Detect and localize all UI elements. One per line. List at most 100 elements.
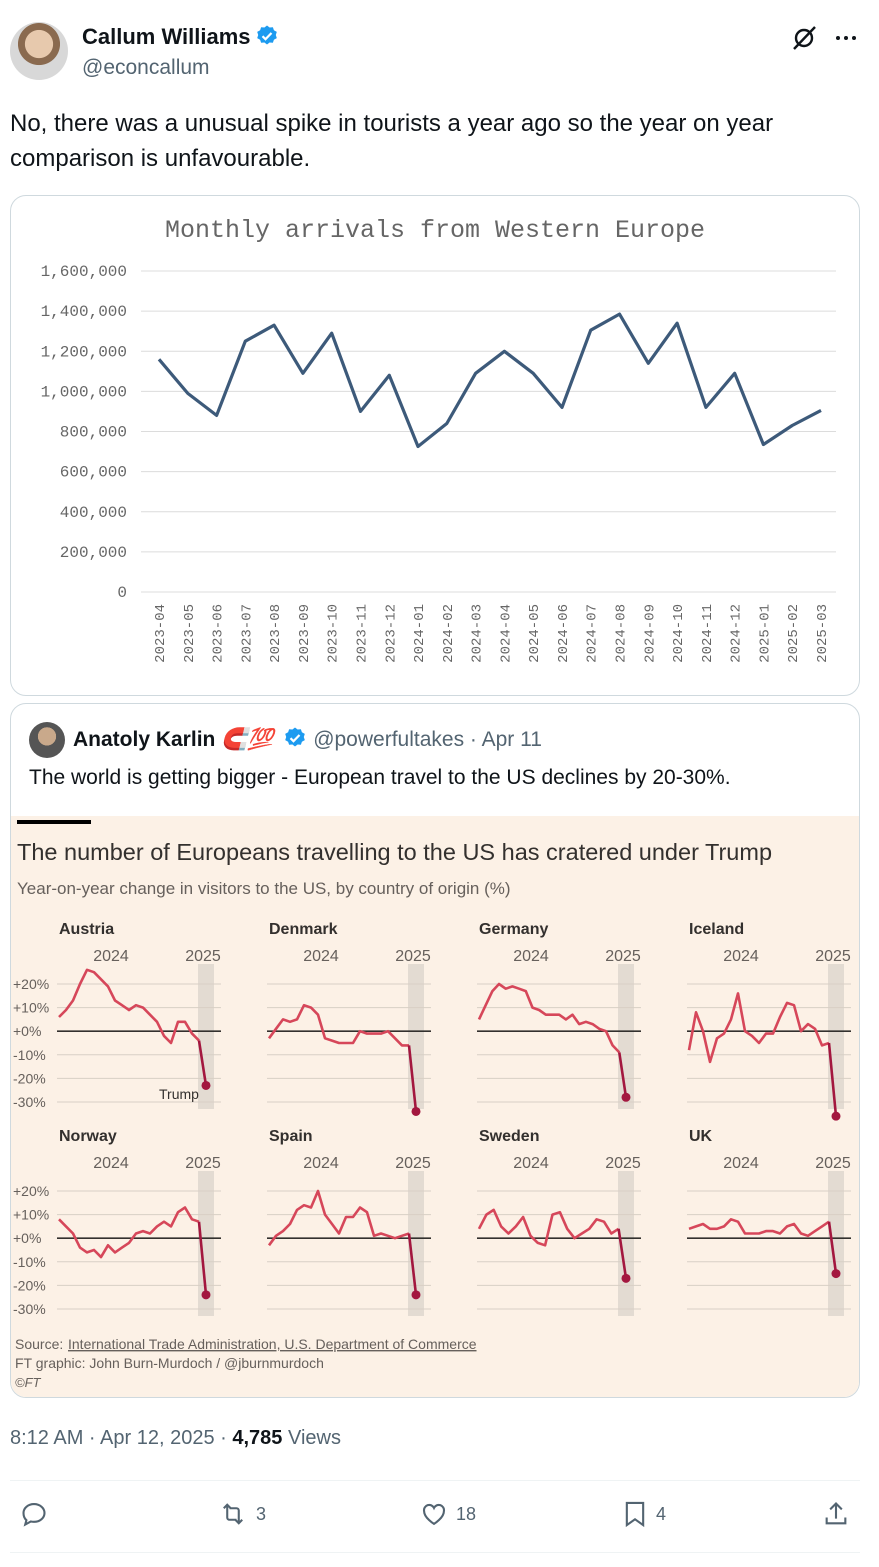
retweet-count: 3	[256, 1503, 267, 1524]
post-timestamp[interactable]: 8:12 AM · Apr 12, 2025 ·	[10, 1427, 233, 1449]
latest-point	[831, 1111, 841, 1121]
y-tick-label: +0%	[13, 1023, 41, 1039]
panel-title: Norway	[59, 1128, 117, 1145]
y-tick-label: 1,200,000	[41, 343, 127, 361]
quoted-post-card[interactable]: Anatoly Karlin 🧲💯 @powerfultakes · Apr 1…	[10, 703, 860, 1398]
views-label: Views	[282, 1427, 341, 1449]
share-button[interactable]	[822, 1500, 850, 1528]
y-tick-label: 800,000	[60, 424, 127, 442]
y-tick-label: 200,000	[60, 544, 127, 562]
y-tick-label: 1,400,000	[41, 303, 127, 321]
latest-point	[831, 1269, 841, 1279]
x-tick-label: 2023-08	[268, 604, 284, 663]
quoted-author-row: Anatoly Karlin 🧲💯 @powerfultakes · Apr 1…	[73, 726, 542, 752]
x-tick-label: 2025-03	[815, 604, 831, 663]
trump-period-shade	[408, 1171, 424, 1316]
y-tick-label: -10%	[13, 1254, 46, 1270]
x-tick-label: 2025-01	[757, 604, 773, 663]
x-tick-label: 2023-04	[153, 604, 169, 663]
avatar[interactable]	[10, 22, 68, 80]
reply-icon	[22, 1503, 46, 1527]
x-tick-label: 2023-10	[326, 604, 342, 663]
quoted-date: · Apr 11	[469, 728, 542, 751]
arrivals-series-line	[157, 312, 822, 449]
x-tick-label: 2023-05	[182, 604, 198, 663]
series-line	[58, 1206, 200, 1259]
y-tick-label: -30%	[13, 1301, 46, 1317]
panel-title: Denmark	[269, 921, 338, 938]
y-tick-label: -20%	[13, 1277, 46, 1293]
quoted-text: The world is getting bigger - European t…	[29, 766, 731, 789]
x-tick-label: 2024-11	[700, 604, 716, 663]
x-tick-label: 2024-12	[729, 604, 745, 663]
ft-subtitle: Year-on-year change in visitors to the U…	[17, 879, 511, 898]
bookmark-icon	[625, 1501, 645, 1528]
author-handle[interactable]: @econcallum	[82, 56, 210, 79]
trump-drop-line	[827, 1221, 838, 1274]
y-tick-label: +10%	[13, 1207, 49, 1223]
small-multiple-sweden: Sweden 2024 2025	[477, 1128, 641, 1316]
small-multiple-denmark: Denmark 2024 2025	[267, 921, 431, 1116]
y-tick-label: -20%	[13, 1070, 46, 1086]
panel-title: UK	[689, 1128, 713, 1145]
trump-drop-line	[618, 1052, 628, 1098]
year-label: 2025	[605, 1155, 641, 1172]
bookmark-button[interactable]: 4	[622, 1500, 666, 1528]
series-line	[267, 1189, 410, 1247]
y-tick-label: 400,000	[60, 504, 127, 522]
year-label: 2025	[185, 1155, 221, 1172]
y-tick-label: +20%	[13, 976, 49, 992]
author-name[interactable]: Callum Williams	[82, 24, 251, 49]
x-tick-label: 2025-02	[786, 604, 802, 663]
x-tick-label: 2024-10	[671, 604, 687, 663]
ft-small-multiples-chart: The number of Europeans travelling to th…	[13, 820, 851, 1390]
small-multiple-germany: Germany 2024 2025	[477, 921, 641, 1109]
x-tick-label: 2024-08	[614, 604, 630, 663]
retweet-icon	[223, 1503, 243, 1525]
reply-button[interactable]	[20, 1500, 48, 1528]
year-label: 2024	[513, 1155, 549, 1172]
trump-period-shade	[198, 1171, 214, 1316]
year-label: 2025	[185, 948, 221, 965]
latest-point	[201, 1290, 211, 1300]
like-button[interactable]: 18	[420, 1500, 476, 1528]
year-label: 2024	[303, 948, 339, 965]
small-multiple-norway: Norway 2024 2025 +20% +10% +0% -10% -20% -30%	[13, 1128, 221, 1317]
chart-title: Monthly arrivals from Western Europe	[165, 216, 705, 245]
trump-annotation: Trump	[159, 1086, 199, 1102]
ft-source-link: International Trade Administration, U.S.…	[68, 1336, 477, 1352]
year-label: 2024	[723, 1155, 759, 1172]
like-count: 18	[456, 1503, 477, 1524]
x-tick-label: 2023-06	[211, 604, 227, 663]
year-label: 2024	[93, 948, 129, 965]
y-tick-label: +0%	[13, 1230, 41, 1246]
series-line	[687, 992, 830, 1064]
y-tick-label: -10%	[13, 1047, 46, 1063]
trump-drop-line	[407, 1045, 418, 1112]
small-multiple-iceland: Iceland 2024 2025	[687, 921, 851, 1121]
y-tick-label: 1,600,000	[41, 263, 127, 281]
ft-chart-image: The number of Europeans travelling to th…	[11, 816, 859, 1397]
trump-drop-line	[197, 1221, 208, 1295]
grok-icon[interactable]	[790, 24, 818, 52]
series-line	[267, 1003, 409, 1047]
series-line	[58, 968, 200, 1045]
panel-title: Austria	[59, 921, 114, 938]
retweet-button[interactable]: 3	[218, 1500, 266, 1528]
latest-point	[201, 1080, 211, 1090]
x-tick-label: 2024-03	[470, 604, 486, 663]
x-tick-label: 2024-04	[498, 604, 514, 663]
heart-icon	[423, 1503, 445, 1526]
series-line	[477, 1208, 620, 1247]
trump-period-shade	[828, 964, 844, 1109]
more-options-icon[interactable]	[834, 28, 858, 48]
latest-point	[621, 1092, 631, 1102]
trump-drop-line	[827, 1042, 838, 1117]
chart-image-card[interactable]: Monthly arrivals from Western Europe 1,6…	[10, 195, 860, 696]
quoted-author-name: Anatoly Karlin	[73, 728, 216, 751]
year-label: 2025	[395, 948, 431, 965]
trump-period-shade	[198, 964, 214, 1109]
author-name-row[interactable]: Callum Williams	[82, 24, 279, 50]
trump-period-shade	[618, 964, 634, 1109]
ft-copyright: ©FT	[15, 1375, 42, 1390]
